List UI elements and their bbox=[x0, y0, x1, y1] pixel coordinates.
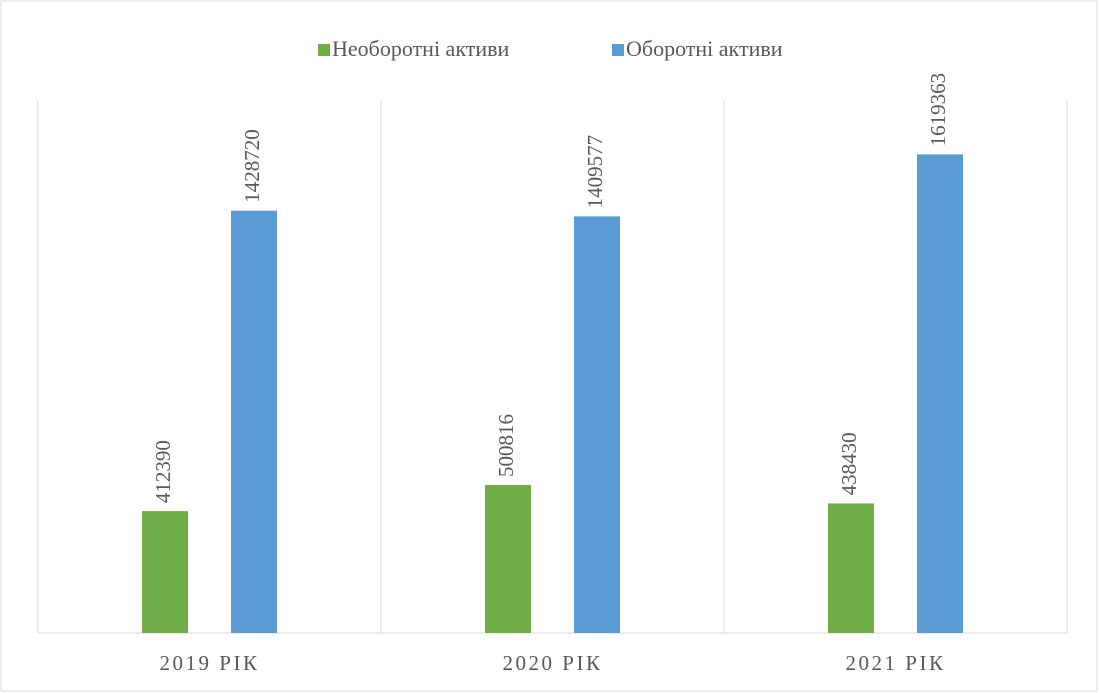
data-label: 1409577 bbox=[583, 135, 607, 209]
legend-swatch bbox=[612, 44, 624, 56]
x-tick-label: 2020 РІК bbox=[503, 651, 603, 675]
x-tick-label: 2021 РІК bbox=[846, 651, 946, 675]
bar bbox=[917, 154, 963, 633]
data-label: 412390 bbox=[151, 440, 175, 503]
x-tick-label: 2019 РІК bbox=[160, 651, 260, 675]
data-label: 1619363 bbox=[926, 73, 950, 147]
bar bbox=[828, 503, 874, 633]
data-label: 500816 bbox=[494, 414, 518, 477]
data-label: 438430 bbox=[837, 432, 861, 495]
bar bbox=[231, 210, 277, 633]
legend-label: Необоротні активи bbox=[332, 36, 509, 61]
legend-swatch bbox=[318, 44, 330, 56]
legend-label: Оборотні активи bbox=[626, 36, 783, 61]
bar bbox=[574, 216, 620, 633]
bar bbox=[142, 511, 188, 633]
bar bbox=[485, 484, 531, 633]
data-label: 1428720 bbox=[240, 129, 264, 203]
